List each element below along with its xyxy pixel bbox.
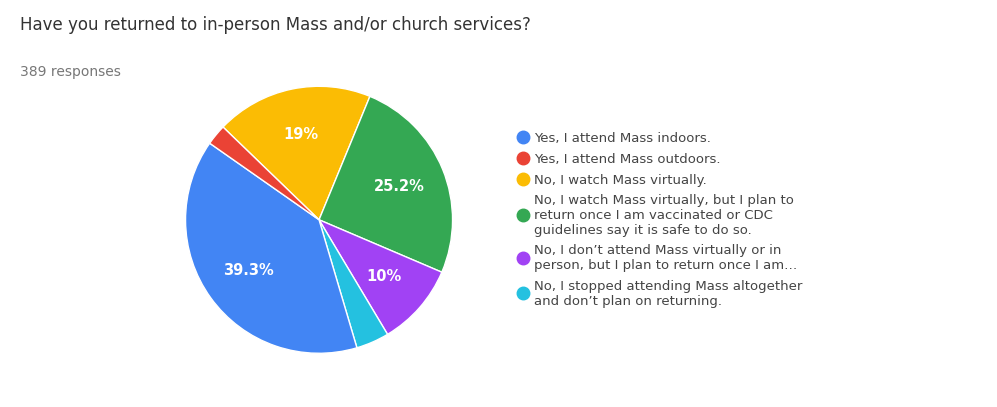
Wedge shape (209, 127, 319, 220)
Wedge shape (319, 96, 453, 272)
Text: 389 responses: 389 responses (20, 65, 121, 79)
Text: 19%: 19% (284, 127, 319, 142)
Legend: Yes, I attend Mass indoors., Yes, I attend Mass outdoors., No, I watch Mass virt: Yes, I attend Mass indoors., Yes, I atte… (519, 132, 803, 308)
Text: 25.2%: 25.2% (374, 179, 425, 195)
Wedge shape (319, 220, 442, 335)
Text: 10%: 10% (367, 269, 402, 284)
Text: 39.3%: 39.3% (223, 263, 274, 278)
Wedge shape (319, 220, 388, 348)
Wedge shape (223, 86, 370, 220)
Text: Have you returned to in-person Mass and/or church services?: Have you returned to in-person Mass and/… (20, 16, 530, 34)
Wedge shape (185, 143, 357, 353)
